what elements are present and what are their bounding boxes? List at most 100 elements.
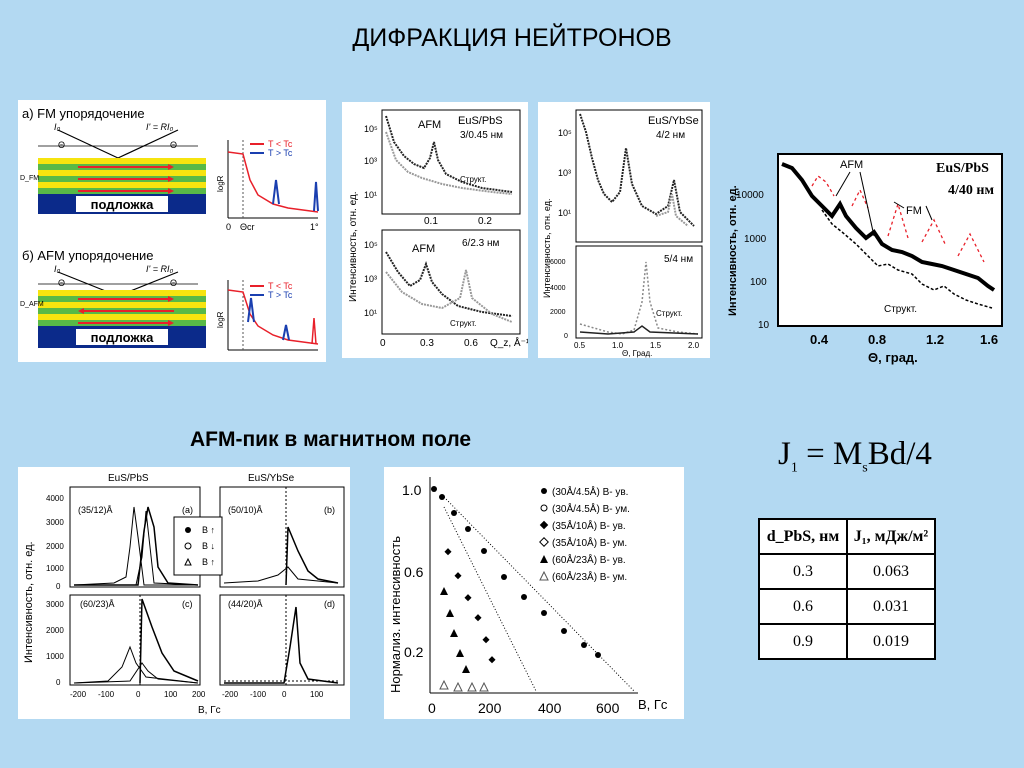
fp-sa: (35/12)Å bbox=[78, 505, 113, 515]
fp-ytick-c0: 3000 bbox=[46, 600, 64, 609]
afm-i0-label: I₀ bbox=[54, 264, 61, 274]
normalized-figure: Нормализ. интенсивность 1.0 0.6 0.2 bbox=[388, 477, 668, 716]
right-xlabel: Θ, град. bbox=[868, 350, 918, 365]
right-ytick-1: 1000 bbox=[744, 234, 767, 245]
logr-label: logR bbox=[216, 175, 225, 192]
fp-xtick-r3: 100 bbox=[310, 690, 324, 699]
table-cell-j: 0.019 bbox=[846, 623, 936, 660]
ytick-top-1: 10³ bbox=[364, 156, 377, 166]
right-plot-figure: Интенсивность, отн. ед. 10000 1000 100 1… bbox=[727, 153, 1003, 365]
eus-pbs-panel: Интенсивность, отн. ед. 10⁵ 10³ 10¹ AFM … bbox=[342, 102, 530, 358]
fp-ytick-a2: 2000 bbox=[46, 542, 64, 551]
norm-legend-2: (35Å/10Å) B- ув. bbox=[552, 519, 626, 532]
fm-tick-0: 0 bbox=[226, 222, 231, 232]
ybse-xtick-0: 0.5 bbox=[574, 341, 586, 350]
ybse-ytick-2: 10¹ bbox=[558, 208, 571, 218]
bottom-afm-label: AFM bbox=[412, 243, 435, 255]
i0-label: I₀ bbox=[54, 122, 61, 132]
fp-xtick-l3: 100 bbox=[164, 690, 178, 699]
top-struct-label: Структ. bbox=[460, 175, 486, 184]
norm-xtick-1: 200 bbox=[478, 700, 502, 716]
afm-layers bbox=[38, 290, 206, 326]
fp-legend-1: B ↓ bbox=[202, 541, 215, 551]
formula-rest: Bd/4 bbox=[867, 436, 932, 472]
fp-sd: (44/20)Å bbox=[228, 599, 263, 609]
norm-legend-3: (35Å/10Å) B- ум. bbox=[552, 536, 627, 549]
ybse-xtick-2: 1.5 bbox=[650, 341, 662, 350]
norm-legend: (30Å/4.5Å) B- ув. (30Å/4.5Å) B- ум. (35Å… bbox=[539, 485, 630, 583]
right-xtick-1: 0.8 bbox=[868, 332, 886, 347]
fp-ytick-c3: 0 bbox=[56, 678, 61, 687]
norm-legend-4: (60Å/23Å) B- ув. bbox=[552, 553, 626, 566]
right-ytick-2: 100 bbox=[750, 277, 767, 288]
fp-xtick-l1: -100 bbox=[98, 690, 115, 699]
eus-pbs-bottom-frame bbox=[381, 229, 521, 335]
ybse-ytick-1: 10³ bbox=[558, 168, 571, 178]
right-ytick-3: 10 bbox=[758, 320, 770, 331]
table-header-j1: J₁, мДж/м² bbox=[846, 518, 936, 555]
section-subtitle: AFM-пик в магнитном поле bbox=[190, 428, 472, 451]
fp-ytick-c2: 1000 bbox=[46, 652, 64, 661]
norm-xtick-2: 400 bbox=[538, 700, 562, 716]
right-fm: FM bbox=[906, 205, 922, 217]
field-peaks-panel: Интенсивность, отн. ед. EuS/PbS EuS/YbSe… bbox=[18, 467, 350, 719]
ytick-top-2: 10¹ bbox=[364, 190, 377, 200]
norm-xtick-0: 0 bbox=[428, 700, 436, 716]
fp-legend-0: B ↑ bbox=[202, 525, 215, 535]
eus-pbs-figure: Интенсивность, отн. ед. 10⁵ 10³ 10¹ AFM … bbox=[348, 109, 530, 349]
norm-legend-1: (30Å/4.5Å) B- ум. bbox=[552, 502, 630, 515]
norm-xtick-3: 600 bbox=[596, 700, 620, 716]
fm-layers bbox=[38, 158, 206, 194]
norm-series-1 bbox=[431, 486, 601, 658]
fp-xtick-l4: 200 bbox=[192, 690, 206, 699]
norm-ytick-2: 0.2 bbox=[404, 644, 424, 660]
fm-substrate-label: подложка bbox=[91, 197, 154, 212]
exchange-formula: J1 = MsBd/4 bbox=[778, 436, 932, 477]
right-black-curve bbox=[781, 162, 996, 292]
table-row: 0.3 0.063 bbox=[758, 553, 936, 590]
right-xtick-2: 1.2 bbox=[926, 332, 944, 347]
eus-ybse-panel: Интенсивность, отн. ед. 10⁵ 10³ 10¹ EuS/… bbox=[538, 102, 710, 358]
right-struct: Структ. bbox=[884, 304, 917, 315]
fp-xtick-l2: 0 bbox=[136, 690, 141, 699]
afm-legend-below-tc: T < Tc bbox=[268, 281, 293, 291]
bottom-xtick-2: 0.6 bbox=[464, 338, 478, 349]
fm-reflectivity-plot: T < Tc T > Tc logR 0 Θcr 1° bbox=[216, 139, 319, 232]
bottom-xtick-0: 0 bbox=[380, 338, 386, 349]
fp-right-title: EuS/YbSe bbox=[248, 473, 295, 484]
table-cell-j: 0.063 bbox=[846, 553, 936, 590]
fp-frame-d bbox=[219, 594, 345, 686]
fp-c: (c) bbox=[182, 599, 193, 609]
norm-xlabel: B, Гс bbox=[638, 697, 668, 712]
norm-series-3 bbox=[444, 548, 496, 664]
theta-right: Θ bbox=[170, 140, 177, 150]
ybse-bottom-frame bbox=[575, 245, 703, 339]
table-header-dpbs: d_PbS, нм bbox=[758, 518, 848, 555]
fp-sb: (50/10)Å bbox=[228, 505, 263, 515]
ybse-ylabel: Интенсивность, отн. ед. bbox=[542, 199, 552, 299]
afm-title: б) AFM упорядочение bbox=[22, 248, 154, 263]
fp-ylabel: Интенсивность, отн. ед. bbox=[23, 541, 35, 663]
norm-legend-5: (60Å/23Å) B- ум. bbox=[552, 570, 627, 583]
ytick-top-0: 10⁵ bbox=[364, 124, 378, 134]
schematic-figure: а) FM упорядочение Θ Θ I₀ I' = RI₀ D_FM … bbox=[20, 106, 319, 351]
theta-left: Θ bbox=[58, 140, 65, 150]
fp-frame-c bbox=[69, 594, 201, 686]
top-thick-label: 3/0.45 нм bbox=[460, 130, 503, 141]
ytick-bot-0: 10⁵ bbox=[364, 240, 378, 250]
norm-ylabel: Нормализ. интенсивность bbox=[388, 536, 403, 693]
afm-reflectivity-plot: T < Tc T > Tc logR bbox=[216, 280, 319, 351]
eus-pbs-xlabel: Q_z, Å⁻¹ bbox=[490, 336, 528, 349]
ybse-ytick-b3: 0 bbox=[564, 333, 568, 340]
top-sample-label: EuS/PbS bbox=[458, 115, 503, 127]
exchange-table: d_PbS, нм J₁, мДж/м² 0.3 0.063 0.6 0.031… bbox=[758, 518, 936, 660]
fp-a: (a) bbox=[182, 505, 193, 515]
normalized-panel: Нормализ. интенсивность 1.0 0.6 0.2 bbox=[384, 467, 684, 719]
fp-ytick-c1: 2000 bbox=[46, 626, 64, 635]
ybse-ytick-b2: 2000 bbox=[550, 309, 566, 316]
table-header-row: d_PbS, нм J₁, мДж/м² bbox=[758, 518, 936, 555]
ytick-bot-1: 10³ bbox=[364, 274, 377, 284]
table-cell-j: 0.031 bbox=[846, 588, 936, 625]
ybse-ytick-b0: 6000 bbox=[550, 259, 566, 266]
ybse-thick-bottom: 5/4 нм bbox=[664, 254, 693, 265]
